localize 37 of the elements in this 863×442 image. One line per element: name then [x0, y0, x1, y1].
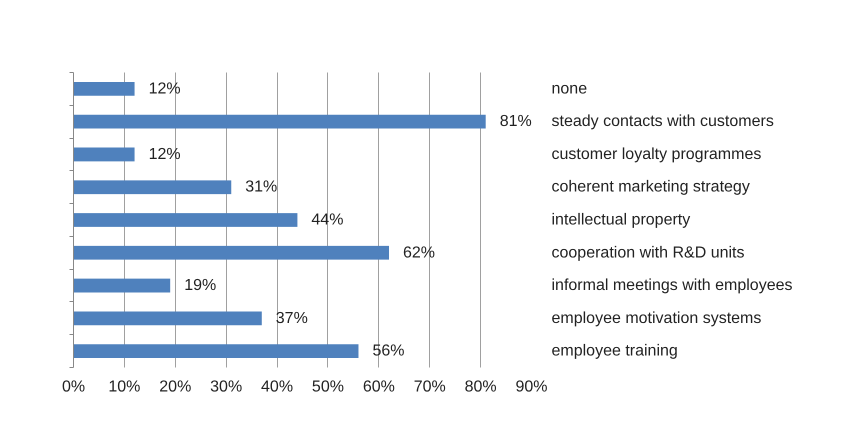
data-label: 31% — [245, 178, 278, 196]
data-label: 12% — [148, 80, 181, 98]
x-tick-label: 90% — [515, 378, 548, 396]
y-tick-label: employee training — [552, 342, 678, 360]
y-tick-label: customer loyalty programmes — [552, 146, 762, 163]
bar — [74, 82, 135, 96]
x-tick-label: 40% — [261, 378, 294, 396]
x-tick-label: 30% — [210, 378, 242, 396]
x-tick-label: 70% — [414, 378, 446, 396]
y-tick-label: none — [552, 80, 588, 98]
bar — [74, 278, 170, 292]
data-label: 19% — [184, 277, 216, 294]
bar — [74, 344, 358, 358]
y-tick-label: steady contacts with customers — [552, 113, 774, 130]
data-label: 12% — [148, 146, 181, 163]
x-tick-label: 20% — [159, 378, 192, 396]
x-tick-label: 50% — [312, 378, 344, 396]
bar — [74, 213, 298, 227]
bar — [74, 180, 232, 194]
x-tick-label: 0% — [62, 378, 86, 396]
bar — [74, 148, 135, 162]
y-tick-label: employee motivation systems — [552, 310, 762, 327]
bar — [74, 246, 390, 260]
y-tick-label: informal meetings with employees — [552, 277, 792, 294]
data-label: 44% — [311, 212, 344, 228]
bar — [74, 114, 486, 129]
x-tick-label: 80% — [464, 378, 497, 396]
data-label: 37% — [276, 310, 308, 327]
x-tick-label: 10% — [108, 378, 140, 396]
x-tick-label: 60% — [362, 378, 395, 396]
data-label: 62% — [403, 244, 436, 262]
data-label: 56% — [372, 342, 405, 360]
y-tick-label: cooperation with R&D units — [552, 244, 744, 262]
y-tick-label: coherent marketing strategy — [552, 178, 750, 196]
bar — [74, 311, 262, 326]
data-label: 81% — [500, 113, 532, 130]
y-tick-label: intellectual property — [552, 212, 690, 228]
